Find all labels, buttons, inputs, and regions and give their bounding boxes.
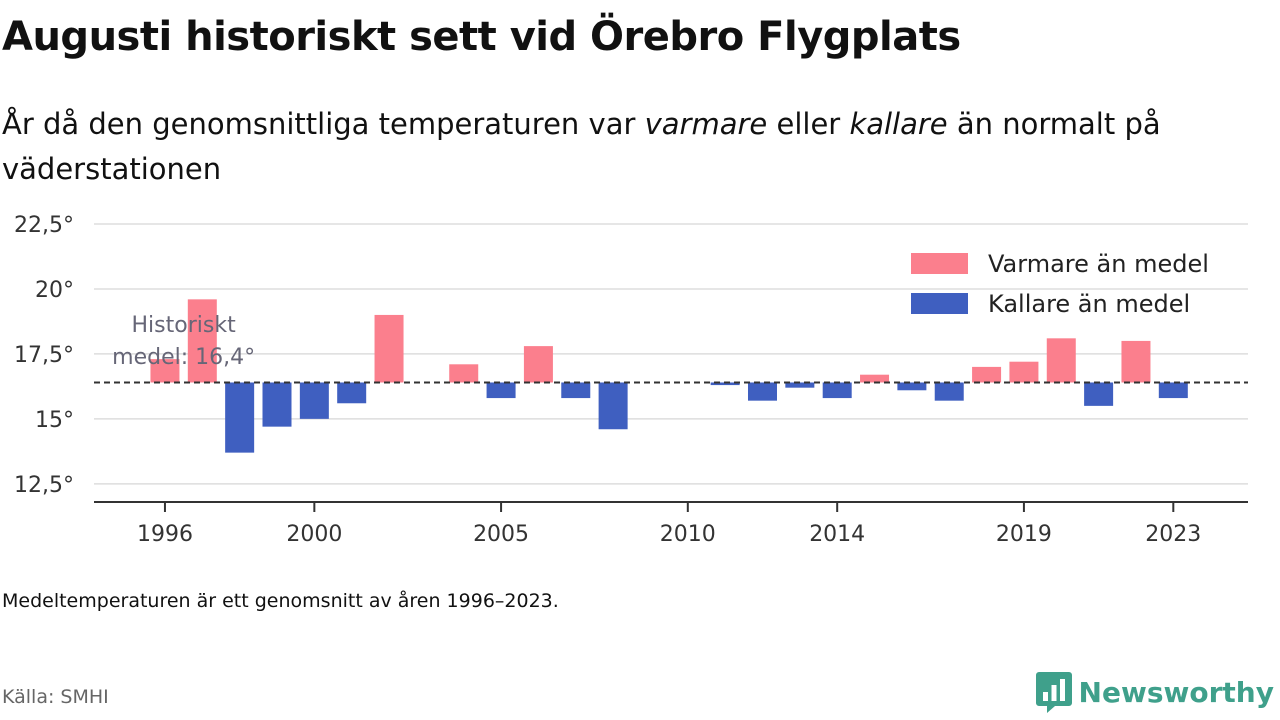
x-tick-label: 2010: [660, 522, 716, 547]
x-tick-label: 1996: [137, 522, 193, 547]
subtitle-cold-word: kallare: [849, 107, 948, 141]
chart-subtitle: År då den genomsnittliga temperaturen va…: [2, 102, 1232, 192]
legend-warm-swatch: [911, 253, 968, 274]
bar-warm-2019: [1009, 361, 1039, 383]
bar-warm-2022: [1121, 340, 1151, 383]
x-tick-label: 2000: [286, 522, 342, 547]
x-tick-label: 2014: [809, 522, 865, 547]
bar-cold-1999: [262, 382, 292, 427]
bar-cold-2017: [934, 382, 964, 401]
x-tick-label: 2019: [996, 522, 1052, 547]
legend-cold-label: Kallare än medel: [988, 290, 1190, 318]
y-tick-label: 20°: [35, 278, 74, 303]
bar-cold-2001: [337, 382, 367, 404]
y-tick-label: 22,5°: [14, 213, 74, 238]
bar-cold-2008: [598, 382, 628, 430]
historical-mean-label: Historiskt medel: 16,4°: [112, 313, 255, 370]
chart-note: Medeltemperaturen är ett genomsnitt av å…: [2, 590, 559, 612]
bar-warm-2018: [972, 366, 1002, 383]
x-axis-ticks: 1996 2000 2005 2010 2014 2019 2023: [137, 502, 1201, 547]
bar-warm-1997: [187, 299, 217, 383]
newsworthy-logo-icon: [1035, 672, 1072, 713]
bar-cold-2014: [822, 382, 852, 399]
brand-name: Newsworthy: [1078, 675, 1274, 709]
y-tick-label: 17,5°: [14, 343, 74, 368]
x-tick-label: 2005: [473, 522, 529, 547]
bar-cold-2013: [785, 382, 815, 388]
bar-warm-1996: [150, 359, 180, 383]
legend: Varmare än medel Kallare än medel: [911, 250, 1209, 318]
mean-label-line-1: Historiskt: [132, 313, 237, 338]
bar-cold-2021: [1084, 382, 1114, 406]
y-tick-label: 12,5°: [14, 473, 74, 498]
bar-cold-2007: [561, 382, 591, 399]
legend-warm-label: Varmare än medel: [988, 250, 1209, 278]
bar-cold-2016: [897, 382, 927, 391]
temperature-bar-chart: 12,5° 15° 17,5° 20° 22,5° Historiskt medel: …: [14, 213, 1248, 547]
bar-warm-2020: [1046, 338, 1076, 383]
source-label: Källa: SMHI: [2, 686, 109, 708]
bar-cold-2012: [747, 382, 777, 401]
bar-cold-1998: [225, 382, 255, 453]
bar-cold-2000: [299, 382, 329, 419]
bar-warm-2002: [374, 314, 404, 383]
subtitle-text-1: År då den genomsnittliga temperaturen va…: [2, 107, 645, 141]
bar-cold-2011: [710, 382, 740, 386]
subtitle-text-3: än normalt på väderstationen: [2, 107, 1161, 186]
bar-warm-2004: [449, 364, 479, 383]
bar-cold-2005: [486, 382, 516, 399]
y-tick-label: 15°: [35, 408, 74, 433]
subtitle-warm-word: varmare: [644, 107, 768, 141]
brand-logo: Newsworthy: [1035, 670, 1274, 714]
subtitle-text-2: eller: [767, 107, 850, 141]
bar-warm-2006: [523, 346, 553, 383]
bar-warm-2015: [860, 374, 890, 383]
legend-cold-swatch: [911, 293, 968, 314]
bar-cold-2023: [1158, 382, 1188, 399]
mean-label-line-2: medel: 16,4°: [112, 345, 255, 370]
x-tick-label: 2023: [1145, 522, 1201, 547]
grid-lines: [94, 223, 1248, 485]
bars: [150, 299, 1188, 453]
y-axis-labels: 12,5° 15° 17,5° 20° 22,5°: [14, 213, 74, 498]
chart-title: Augusti historiskt sett vid Örebro Flygp…: [2, 14, 961, 60]
